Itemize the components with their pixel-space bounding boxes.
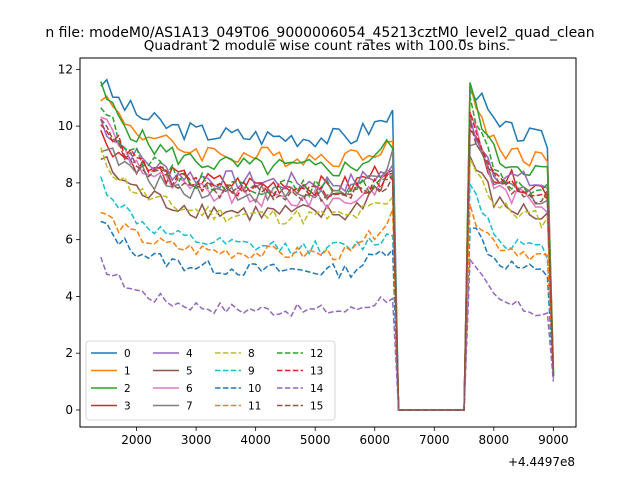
- figure-suptitle: n file: modeM0/AS1A13_049T06_9000006054_…: [45, 25, 594, 41]
- series-line-8: [100, 147, 555, 411]
- y-axis: 0 2 4 6 8 10 12: [58, 62, 80, 417]
- legend-label-3: 3: [124, 401, 131, 413]
- legend-label-14: 14: [310, 383, 324, 395]
- x-tick-label: 6000: [359, 433, 390, 447]
- series-line-15: [100, 118, 555, 411]
- legend-label-13: 13: [310, 366, 323, 378]
- legend-label-6: 6: [186, 383, 193, 395]
- series-line-0: [100, 78, 555, 411]
- legend-label-5: 5: [186, 366, 193, 378]
- x-tick-label: 2000: [121, 433, 152, 447]
- series-line-9: [100, 176, 555, 411]
- legend-label-2: 2: [124, 383, 131, 395]
- legend-label-11: 11: [248, 401, 261, 413]
- legend-label-1: 1: [124, 366, 131, 378]
- series-line-7: [100, 143, 555, 411]
- x-tick-label: 8000: [479, 433, 510, 447]
- legend-label-12: 12: [310, 348, 323, 360]
- legend-label-4: 4: [186, 348, 193, 360]
- series-line-5: [100, 155, 555, 411]
- x-tick-label: 7000: [419, 433, 450, 447]
- x-offset-label: +4.4497e8: [508, 455, 575, 469]
- legend-label-9: 9: [248, 366, 255, 378]
- chart-title: Quadrant 2 module wise count rates with …: [144, 38, 510, 54]
- x-tick-label: 9000: [538, 433, 569, 447]
- series-line-4: [100, 117, 555, 411]
- x-tick-label: 3000: [181, 433, 212, 447]
- series-line-1: [100, 83, 555, 411]
- y-tick-label: 0: [65, 403, 73, 417]
- y-tick-label: 10: [58, 119, 73, 133]
- series-line-11: [100, 203, 555, 411]
- x-tick-label: 4000: [240, 433, 271, 447]
- x-tick-label: 5000: [300, 433, 331, 447]
- legend-box: [85, 340, 336, 421]
- legend-label-15: 15: [310, 401, 323, 413]
- legend-label-8: 8: [248, 348, 255, 360]
- y-tick-label: 6: [65, 233, 73, 247]
- legend-label-10: 10: [248, 383, 261, 395]
- legend-label-0: 0: [124, 348, 131, 360]
- x-axis: 2000 3000 4000 5000 6000 7000 8000 9000: [121, 427, 569, 447]
- series-line-10: [100, 220, 555, 411]
- y-tick-label: 8: [65, 176, 73, 190]
- y-tick-label: 12: [58, 62, 73, 76]
- y-tick-label: 4: [65, 289, 73, 303]
- axes-frame: [79, 57, 577, 428]
- series-line-2: [100, 81, 555, 411]
- series-line-12: [100, 96, 555, 411]
- legend-label-7: 7: [186, 401, 193, 413]
- y-tick-label: 2: [65, 346, 73, 360]
- plot-lines: [100, 78, 555, 411]
- series-line-13: [100, 112, 555, 411]
